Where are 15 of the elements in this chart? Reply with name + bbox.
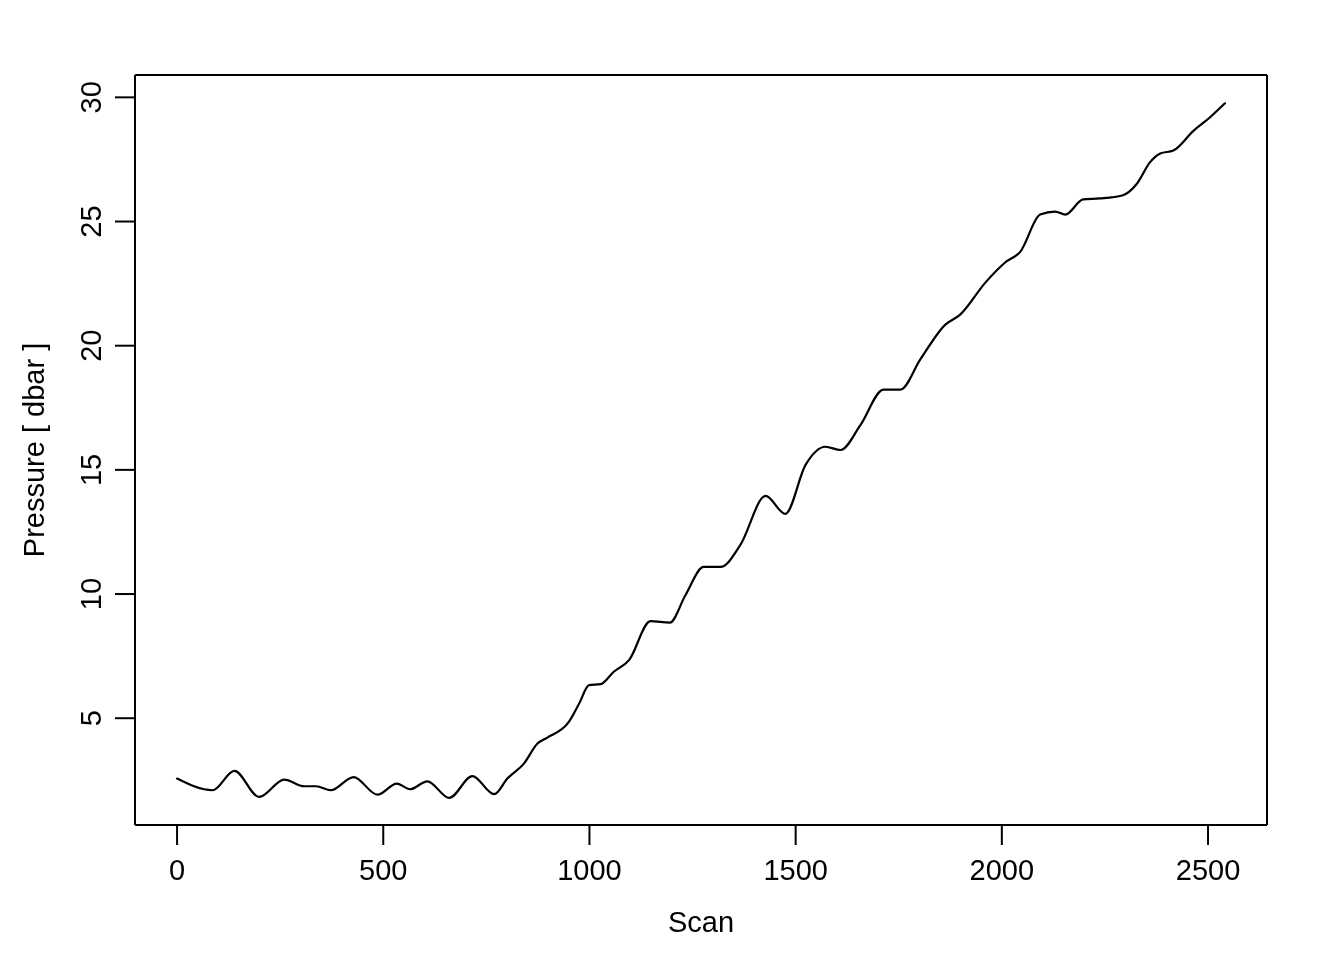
x-tick-label: 2000 — [969, 853, 1035, 886]
y-tick-label: 15 — [75, 453, 107, 486]
y-tick-label: 10 — [75, 577, 107, 611]
x-tick-label: 0 — [168, 853, 186, 886]
y-axis-title: Pressure [ dbar ] — [18, 342, 50, 558]
y-tick-label: 30 — [75, 81, 107, 114]
x-tick-label: 2500 — [1175, 853, 1241, 886]
y-tick-label: 25 — [75, 205, 107, 238]
x-tick-label: 500 — [359, 853, 408, 886]
line-series — [175, 102, 1227, 800]
x-axis-title: Scan — [667, 906, 735, 938]
y-tick-label: 20 — [75, 329, 107, 362]
x-tick-label: 1000 — [557, 853, 622, 886]
y-tick-label: 5 — [75, 710, 107, 727]
x-tick-label: 1500 — [763, 853, 828, 886]
